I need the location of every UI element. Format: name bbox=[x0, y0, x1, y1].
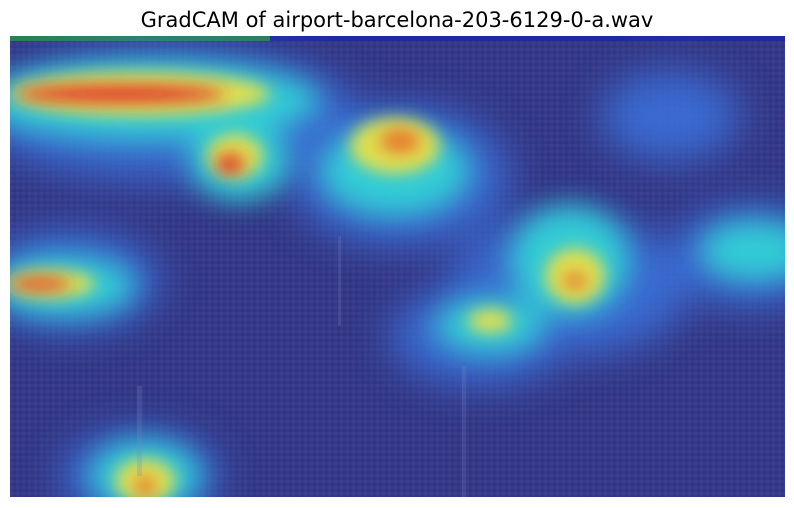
gradcam-heatmap-image bbox=[10, 36, 785, 497]
peak-activation-regions bbox=[10, 85, 587, 496]
top-band bbox=[10, 36, 785, 41]
spectrogram-streaks bbox=[137, 236, 466, 497]
gradcam-overlay-svg bbox=[10, 36, 785, 497]
figure-title: GradCAM of airport-barcelona-203-6129-0-… bbox=[140, 8, 654, 32]
